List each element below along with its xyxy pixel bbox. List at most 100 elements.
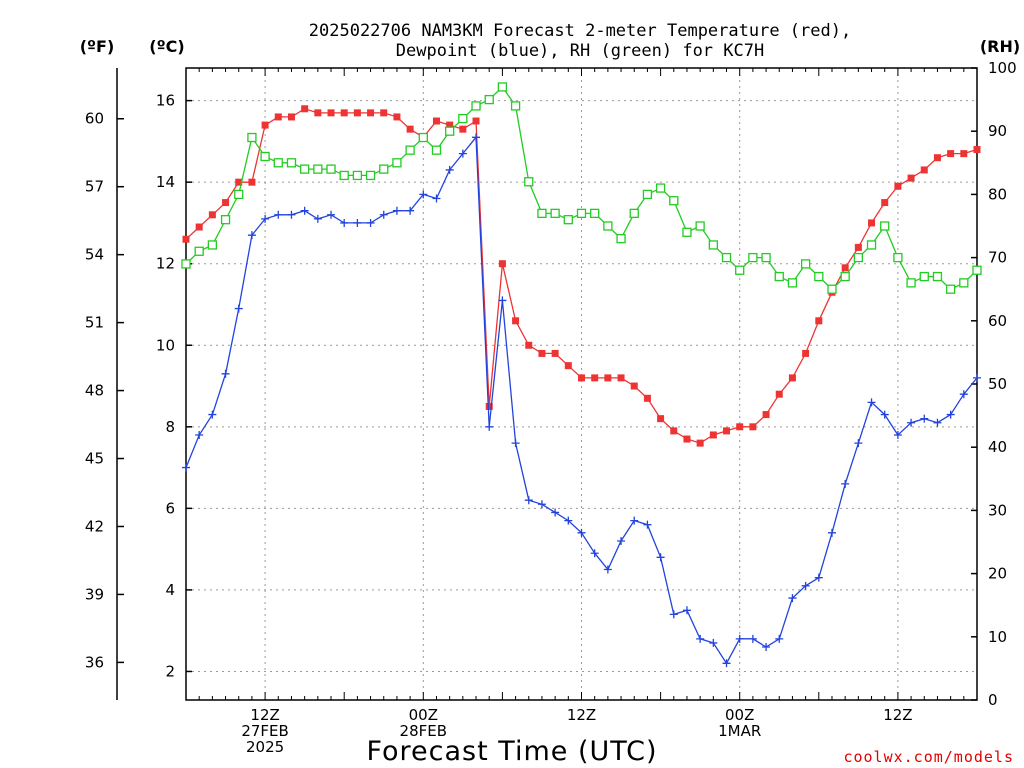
temperature-point-14 [367, 109, 375, 117]
temperature-point-21 [459, 125, 467, 133]
dewpoint-point-9 [300, 206, 309, 215]
rh-point-21 [458, 113, 468, 124]
dewpoint-point-35 [643, 520, 652, 529]
dewpoint-point-43 [748, 634, 757, 643]
dewpoint-point-56 [920, 414, 929, 423]
rh-point-30 [576, 208, 587, 219]
rh-point-16 [392, 158, 402, 168]
chart-title-line1: 2025022706 NAM3KM Forecast 2-meter Tempe… [309, 21, 851, 41]
rh-point-9 [299, 164, 310, 174]
dewpoint-point-23 [485, 422, 494, 431]
celsius-axis-label: (ºC) [149, 37, 184, 56]
temperature-point-54 [894, 182, 902, 190]
dewpoint-point-7 [274, 210, 283, 219]
temperature-point-29 [564, 362, 572, 370]
rh-point-33 [616, 233, 626, 244]
temperature-point-23 [485, 402, 493, 410]
dewpoint-point-44 [762, 642, 771, 651]
temperature-point-40 [709, 431, 717, 439]
rh-point-18 [418, 132, 428, 143]
dewpoint-point-12 [340, 218, 349, 227]
rh-point-53 [880, 221, 890, 231]
rh-tick-label-0: 100 [988, 59, 1017, 77]
rh-point-45 [774, 271, 784, 282]
credit-text: coolwx.com/models [843, 748, 1014, 766]
temperature-point-59 [960, 150, 968, 158]
dewpoint-point-18 [419, 190, 428, 199]
temperature-point-9 [301, 105, 309, 113]
rh-point-1 [194, 246, 204, 256]
temperature-point-28 [551, 349, 559, 357]
temperature-point-6 [261, 121, 269, 129]
dewpoint-point-58 [946, 410, 955, 419]
dewpoint-point-54 [893, 430, 902, 439]
dewpoint-point-2 [208, 410, 217, 419]
temperature-point-60 [973, 146, 981, 154]
temperature-point-45 [775, 390, 783, 398]
rh-point-26 [524, 177, 534, 187]
plot-frame [185, 67, 978, 701]
temperature-point-56 [920, 166, 928, 174]
c-tick-label-5: 6 [165, 499, 175, 517]
rh-point-11 [326, 164, 336, 174]
dewpoint-point-34 [630, 516, 639, 525]
f-tick-label-8: 36 [85, 653, 104, 671]
temperature-point-37 [670, 427, 678, 435]
dewpoint-point-32 [603, 565, 612, 574]
c-tick-label-2: 12 [156, 255, 175, 273]
dewpoint-point-42 [735, 634, 744, 643]
dewpoint-point-22 [472, 133, 481, 142]
temperature-point-41 [723, 427, 731, 435]
dewpoint-point-14 [366, 218, 375, 227]
dewpoint-point-55 [907, 418, 916, 427]
dewpoint-point-60 [973, 373, 981, 382]
dewpoint-point-39 [696, 634, 705, 643]
dewpoint-point-15 [379, 210, 388, 219]
temperature-series [182, 105, 981, 447]
c-tick-label-4: 8 [165, 418, 175, 436]
rh-point-13 [352, 170, 363, 181]
temperature-point-4 [235, 178, 243, 186]
temperature-point-32 [604, 374, 612, 382]
dewpoint-point-26 [524, 496, 533, 505]
x-tick-label-4-0: 12Z [883, 706, 912, 724]
rh-point-32 [603, 221, 613, 231]
rh-point-0 [181, 259, 191, 269]
rh-point-41 [721, 252, 732, 263]
temperature-point-38 [683, 435, 691, 443]
dewpoint-point-30 [577, 528, 586, 537]
rh-point-35 [642, 189, 653, 200]
f-tick-label-6: 42 [85, 517, 104, 535]
rh-point-10 [313, 164, 323, 174]
temperature-point-34 [630, 382, 638, 390]
f-tick-label-2: 54 [85, 246, 104, 264]
temperature-point-17 [406, 125, 414, 133]
temperature-point-42 [736, 423, 744, 431]
dewpoint-point-27 [537, 500, 546, 509]
rh-tick-label-10: 0 [988, 691, 998, 709]
rh-point-55 [906, 278, 916, 288]
rh-tick-label-3: 70 [988, 249, 1007, 267]
rh-point-54 [893, 252, 903, 263]
rh-tick-label-8: 20 [988, 565, 1007, 583]
rh-tick-label-9: 10 [988, 628, 1007, 646]
dewpoint-point-8 [287, 210, 296, 219]
dewpoint-point-41 [722, 659, 731, 668]
temperature-point-36 [657, 415, 665, 423]
x-tick-label-0-1: 27FEB [241, 722, 288, 740]
rh-tick-label-6: 40 [988, 438, 1007, 456]
f-tick-label-7: 39 [85, 585, 104, 603]
rh-point-20 [445, 126, 455, 136]
temperature-point-35 [643, 394, 651, 402]
dewpoint-point-19 [432, 194, 441, 203]
rh-point-8 [286, 158, 297, 168]
x-axis-title: Forecast Time (UTC) [366, 736, 657, 767]
f-tick-label-3: 51 [85, 314, 104, 332]
c-tick-label-0: 16 [156, 92, 175, 110]
temperature-point-25 [512, 317, 520, 325]
dewpoint-point-10 [313, 214, 322, 223]
dewpoint-point-11 [327, 210, 336, 219]
f-tick-label-0: 60 [85, 110, 104, 128]
axes [116, 67, 978, 701]
dewpoint-point-31 [590, 549, 599, 558]
